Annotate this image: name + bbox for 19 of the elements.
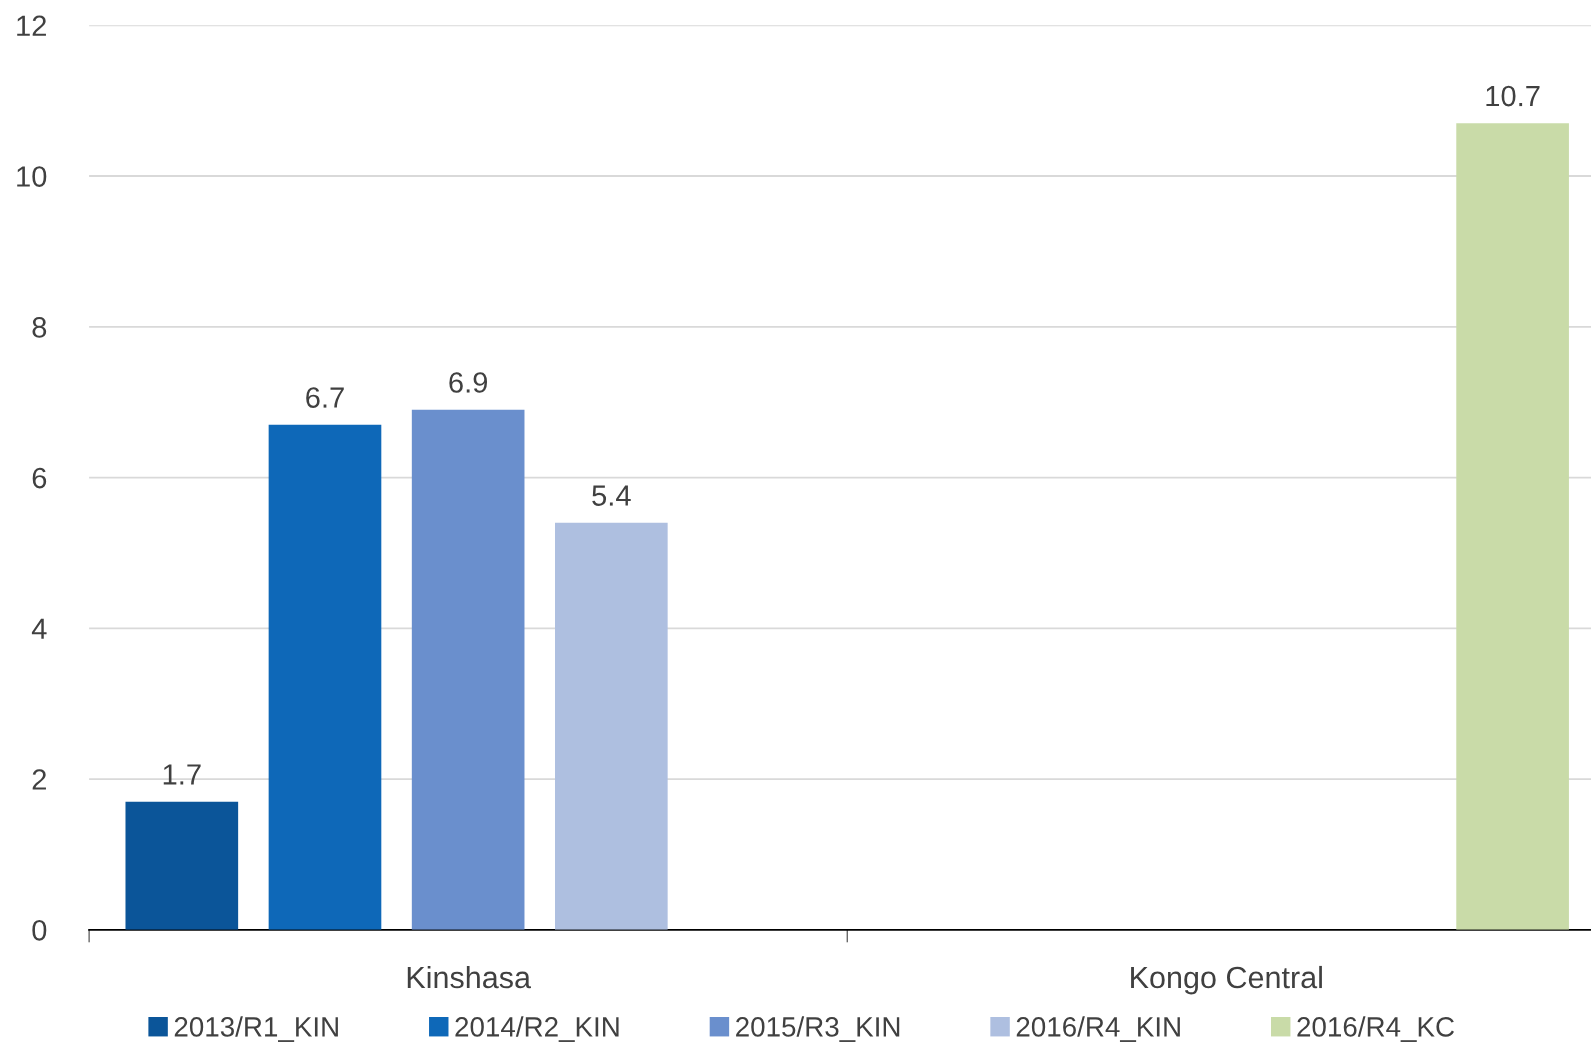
data-label: 6.7 xyxy=(306,387,344,408)
y-tick-label: 4 xyxy=(31,618,47,639)
data-label: 5.4 xyxy=(592,485,631,506)
data-label: 1.7 xyxy=(163,764,201,785)
y-tick-label: 10 xyxy=(17,166,47,187)
y-tick-label: 6 xyxy=(32,467,47,489)
y-tick-label: 0 xyxy=(32,920,47,941)
legend-label: 2014/R2_KIN xyxy=(455,1016,619,1042)
legend-label: 2016/R4_KC xyxy=(1297,1016,1455,1042)
y-tick-label: 8 xyxy=(32,316,47,338)
x-tick-label: Kinshasa xyxy=(407,965,531,989)
legend-label: 2013/R1_KIN xyxy=(174,1016,338,1042)
y-tick-label: 2 xyxy=(32,769,46,790)
legend-label: 2016/R4_KIN xyxy=(1016,1016,1180,1042)
data-label: 6.9 xyxy=(449,372,488,393)
data-label: 10.7 xyxy=(1486,85,1540,107)
y-tick-label: 12 xyxy=(17,15,46,36)
legend-label: 2015/R3_KIN xyxy=(736,1016,900,1042)
x-tick-label: Kongo Central xyxy=(1131,965,1322,995)
